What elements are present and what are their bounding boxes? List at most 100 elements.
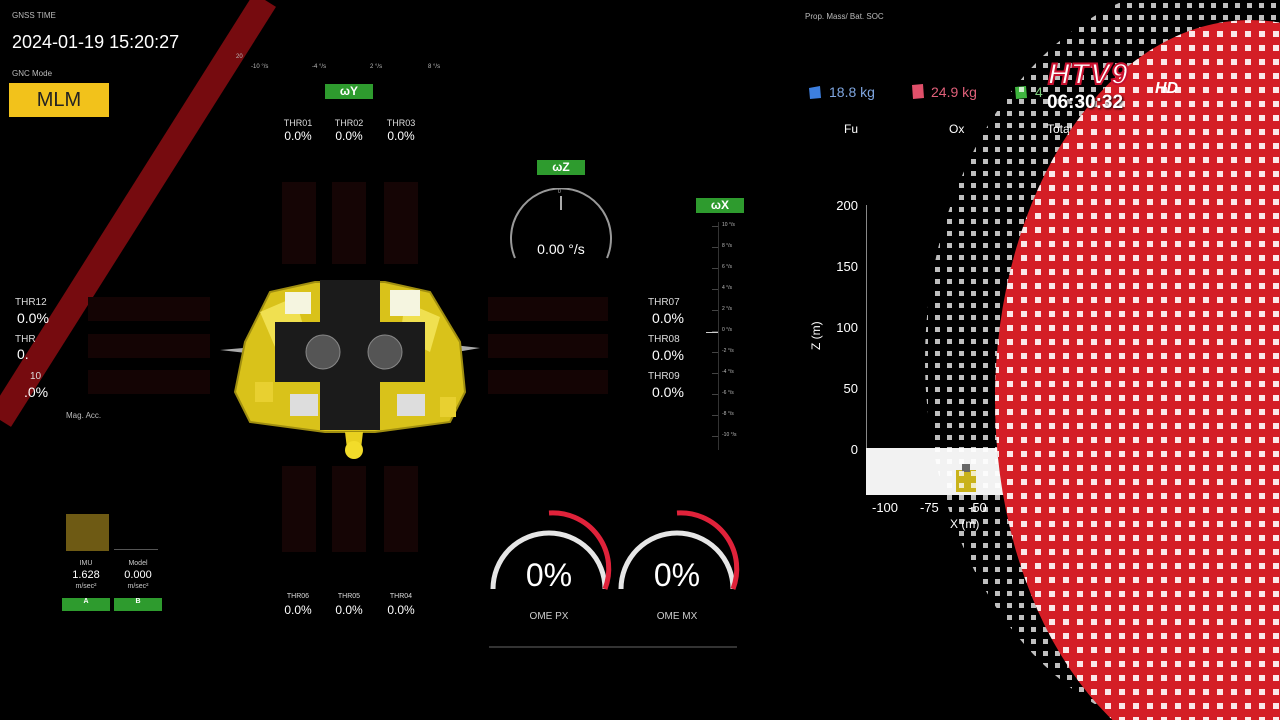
fuel-mass-value: 18.8 kg <box>829 84 875 100</box>
thr10-label: 10 <box>30 371 42 382</box>
plot-y-axis <box>866 205 867 495</box>
wx-scale-tick: -8 °/s <box>722 411 734 417</box>
hd-badge: HD <box>1155 80 1179 97</box>
thr01-bar <box>282 182 316 264</box>
ome-px-label: OME PX <box>529 611 569 622</box>
wz-dial <box>510 188 612 259</box>
thr01-label: THR01 <box>283 118 313 128</box>
thr01-value: 0.0% <box>284 129 312 143</box>
wx-tick-mark <box>712 373 718 374</box>
thr08-bar <box>488 334 608 358</box>
globe-graphic <box>925 0 1280 720</box>
wx-tick-mark <box>712 331 718 332</box>
ome-mx-gauge <box>618 510 740 590</box>
oxidizer-label: Ox <box>949 122 965 136</box>
wx-scale-tick: 8 °/s <box>722 243 733 249</box>
red-streak <box>0 0 276 427</box>
wx-tick-mark <box>712 394 718 395</box>
thr03-value: 0.0% <box>387 129 415 143</box>
plot-y-tick: 150 <box>836 259 858 274</box>
thr07-value: 0.0% <box>652 310 684 326</box>
gnc-mode-label: GNC Mode <box>12 69 53 78</box>
wx-scale-tick: -6 °/s <box>722 390 734 396</box>
model-label: Model <box>128 560 148 567</box>
thr02-bar <box>332 182 366 264</box>
wx-tick-mark <box>712 352 718 353</box>
thr11-label: THR <box>15 334 36 345</box>
wy-scale-tick: 2 °/s <box>370 64 383 70</box>
plot-y-tick: 0 <box>850 442 858 457</box>
channel-logo: HTV9 <box>1047 57 1129 92</box>
wy-scale-tick: 8 °/s <box>428 64 441 70</box>
wx-scale-line <box>718 222 719 450</box>
thr09-label: THR09 <box>648 371 680 382</box>
oxidizer-icon <box>912 84 924 99</box>
plot-y-tick: 200 <box>836 198 858 213</box>
wz-value: 0.00 °/s <box>537 241 585 257</box>
imu-label: IMU <box>79 560 93 567</box>
fuel-icon <box>809 86 821 99</box>
plot-x-tick: -100 <box>872 500 899 515</box>
thr04-label: THR04 <box>389 593 413 600</box>
wx-scale-tick: 4 °/s <box>722 285 733 291</box>
thr08-label: THR08 <box>648 334 680 345</box>
wy-tag: ωY <box>325 84 373 99</box>
thr04-value: 0.0% <box>387 603 415 617</box>
fuel-label: Fu <box>844 122 859 136</box>
imu-unit: m/sec² <box>75 583 97 590</box>
wx-tick-mark <box>712 226 718 227</box>
wx-scale-tick: -10 °/s <box>722 432 737 438</box>
thr12-value: 0.0% <box>17 310 49 326</box>
broadcast-clock: 06:30:32 <box>1047 92 1124 113</box>
plot-y-tick: 100 <box>836 320 858 335</box>
thr06-bar <box>282 466 316 552</box>
thr11-value: 0. <box>17 346 29 362</box>
thr09-value: 0.0% <box>652 384 684 400</box>
wx-tick-mark <box>712 310 718 311</box>
wz-tick: 0 <box>558 189 561 195</box>
thr09-bar <box>488 370 608 394</box>
thr03-bar <box>384 182 418 264</box>
thr06-label: THR06 <box>286 593 310 600</box>
wx-scale-tick: 10 °/s <box>722 222 735 228</box>
thr02-value: 0.0% <box>335 129 363 143</box>
wx-tick-mark <box>712 289 718 290</box>
thr07-bar <box>488 297 608 321</box>
prop-mass-header: Prop. Mass/ Bat. SOC <box>805 12 884 21</box>
imu-select-button[interactable]: A <box>62 598 110 611</box>
thr05-bar <box>332 466 366 552</box>
model-value: 0.000 <box>124 569 152 581</box>
model-select-button[interactable]: B <box>114 598 162 611</box>
gnc-mode-badge: MLM <box>9 83 109 117</box>
wx-scale-tick: -4 °/s <box>722 369 734 375</box>
wx-tick-mark <box>712 268 718 269</box>
thr02-label: THR02 <box>334 118 364 128</box>
wy-scale-tick: -10 °/s <box>251 64 269 70</box>
model-acc-bar <box>114 549 158 550</box>
wx-tag: ωX <box>696 198 744 213</box>
plot-x-tick: -75 <box>920 500 939 515</box>
ome-divider <box>489 646 737 648</box>
mag-acc-label: Mag. Acc. <box>66 411 102 420</box>
thr12-label: THR12 <box>15 297 47 308</box>
thr11-bar <box>88 334 210 358</box>
ome-px-value: 0% <box>525 557 573 593</box>
plot-y-tick: 50 <box>843 381 858 396</box>
model-unit: m/sec² <box>127 583 149 590</box>
thr07-label: THR07 <box>648 297 680 308</box>
thr12-bar <box>88 297 210 321</box>
thr05-label: THR05 <box>337 593 361 600</box>
wy-scale-tick: 20 <box>236 54 243 60</box>
plot-y-label: Z (m) <box>809 321 823 350</box>
wx-scale-tick: 2 °/s <box>722 306 733 312</box>
wx-indicator <box>706 332 718 333</box>
oxidizer-mass-value: 24.9 kg <box>931 84 977 100</box>
wz-tag: ωZ <box>537 160 585 175</box>
gnss-time-value: 2024-01-19 15:20:27 <box>12 32 180 52</box>
thr10-bar <box>88 370 210 394</box>
wx-scale-tick: 6 °/s <box>722 264 733 270</box>
gnss-time-label: GNSS TIME <box>12 11 56 20</box>
ome-mx-label: OME MX <box>656 611 698 622</box>
imu-acc-bar <box>66 514 109 551</box>
ome-mx-value: 0% <box>653 557 701 593</box>
